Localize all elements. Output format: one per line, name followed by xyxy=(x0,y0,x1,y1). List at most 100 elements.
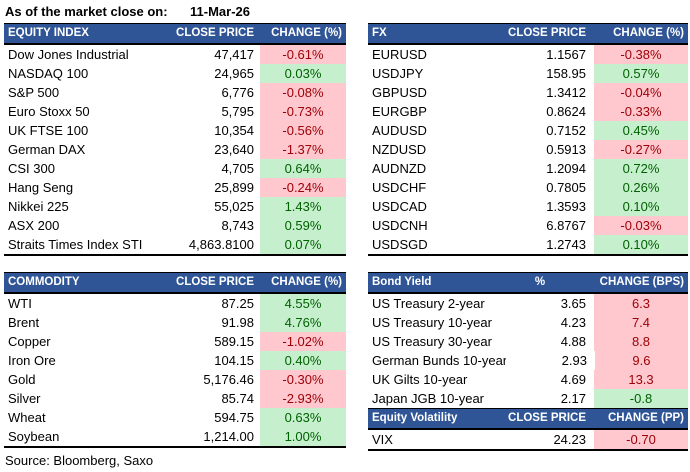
bond-volatility-stack: Bond Yield% CHANGE (BPS) US Treasury 2-yea… xyxy=(368,272,688,451)
col-header-change: CHANGE (PP) xyxy=(607,412,684,424)
close-price: 25,899 xyxy=(214,180,254,195)
instrument-name: US Treasury 2-year xyxy=(372,296,485,311)
col-header-change: CHANGE (BPS) xyxy=(599,276,684,288)
change-value: -0.03% xyxy=(594,216,688,235)
change-value: -0.08% xyxy=(260,83,346,102)
change-value: 0.59% xyxy=(260,216,346,235)
table-row: NASDAQ 100 24,965 0.03% xyxy=(4,64,346,83)
change-value: 1.00% xyxy=(260,427,346,446)
close-price: 0.7805 xyxy=(546,180,586,195)
change-value: 9.6 xyxy=(594,351,688,370)
table-row: CSI 300 4,705 0.64% xyxy=(4,159,346,178)
instrument-name: USDCNH xyxy=(372,218,428,233)
table-row: Copper 589.15 -1.02% xyxy=(4,332,346,351)
table-row: USDCNH 6.8767 -0.03% xyxy=(368,216,688,235)
close-price: 5,176.46 xyxy=(203,372,254,387)
change-value: -1.02% xyxy=(260,332,346,351)
instrument-name: Gold xyxy=(8,372,36,387)
change-value: -0.56% xyxy=(260,121,346,140)
instrument-name: UK FTSE 100 xyxy=(8,123,89,138)
table-header-row: Equity Volatility CLOSE PRICE CHANGE (PP) xyxy=(368,408,688,430)
table-row: Hang Seng 25,899 -0.24% xyxy=(4,178,346,197)
instrument-name: Dow Jones Industrial xyxy=(8,47,129,62)
table-row: US Treasury 2-year 3.65 6.3 xyxy=(368,294,688,313)
table-row: German Bunds 10-year 2.93 9.6 xyxy=(368,351,688,370)
equity-index-table: EQUITY INDEX CLOSE PRICE CHANGE (%) Dow Jon… xyxy=(4,23,346,256)
close-price: 1.3593 xyxy=(546,199,586,214)
table-row: Japan JGB 10-year 2.17 -0.8 xyxy=(368,389,688,408)
close-price: 6.8767 xyxy=(546,218,586,233)
close-price: 1.2094 xyxy=(546,161,586,176)
col-header-change: CHANGE (%) xyxy=(613,27,684,39)
change-value: 0.72% xyxy=(594,159,688,178)
close-price: 3.65 xyxy=(560,296,586,311)
instrument-name: USDSGD xyxy=(372,237,428,252)
change-value: 7.4 xyxy=(594,313,688,332)
instrument-name: Nikkei 225 xyxy=(8,199,69,214)
change-value: 1.43% xyxy=(260,197,346,216)
table-row: EURGBP 0.8624 -0.33% xyxy=(368,102,688,121)
instrument-name: GBPUSD xyxy=(372,85,427,100)
change-value: -0.70 xyxy=(594,430,688,449)
close-price: 158.95 xyxy=(546,66,586,81)
instrument-name: CSI 300 xyxy=(8,161,55,176)
bond-yield-table: Bond Yield% CHANGE (BPS) US Treasury 2-yea… xyxy=(368,272,688,408)
close-price: 87.25 xyxy=(221,296,254,311)
instrument-name: ASX 200 xyxy=(8,218,60,233)
change-value: -0.61% xyxy=(260,45,346,64)
table-row: Nikkei 225 55,025 1.43% xyxy=(4,197,346,216)
table-row: USDCHF 0.7805 0.26% xyxy=(368,178,688,197)
col-header-name: FX xyxy=(372,27,387,39)
instrument-name: USDCAD xyxy=(372,199,427,214)
col-header-name: Bond Yield xyxy=(372,276,432,288)
change-value: 0.45% xyxy=(594,121,688,140)
instrument-name: German DAX xyxy=(8,142,86,157)
close-price: 1.3412 xyxy=(546,85,586,100)
table-row: US Treasury 10-year 4.23 7.4 xyxy=(368,313,688,332)
col-header-price: CLOSE PRICE xyxy=(508,27,586,39)
instrument-name: Soybean xyxy=(8,429,60,444)
change-value: -2.93% xyxy=(260,389,346,408)
fx-table: FX CLOSE PRICE CHANGE (%) EURUSD 1.1567 -0.38… xyxy=(368,23,688,256)
table-header-row: Bond Yield% CHANGE (BPS) xyxy=(368,272,688,294)
instrument-name: German Bunds 10-year xyxy=(372,353,506,368)
change-value: 13.3 xyxy=(594,370,688,389)
close-price: 589.15 xyxy=(214,334,254,349)
close-price: 55,025 xyxy=(214,199,254,214)
instrument-name: Silver xyxy=(8,391,41,406)
table-row: NZDUSD 0.5913 -0.27% xyxy=(368,140,688,159)
change-value: 0.64% xyxy=(260,159,346,178)
change-value: -0.27% xyxy=(594,140,688,159)
table-row: AUDNZD 1.2094 0.72% xyxy=(368,159,688,178)
instrument-name: USDCHF xyxy=(372,180,427,195)
table-row: ASX 200 8,743 0.59% xyxy=(4,216,346,235)
table-header-row: COMMODITY CLOSE PRICE CHANGE (%) xyxy=(4,272,346,294)
table-row: Soybean 1,214.00 1.00% xyxy=(4,427,346,446)
change-value: 0.03% xyxy=(260,64,346,83)
change-value: -0.30% xyxy=(260,370,346,389)
table-row: USDJPY 158.95 0.57% xyxy=(368,64,688,83)
commodity-table: COMMODITY CLOSE PRICE CHANGE (%) WTI 87.25 4.… xyxy=(4,272,346,448)
table-row: Iron Ore 104.15 0.40% xyxy=(4,351,346,370)
table-row: USDSGD 1.2743 0.10% xyxy=(368,235,688,254)
instrument-name: EURUSD xyxy=(372,47,427,62)
instrument-name: Japan JGB 10-year xyxy=(372,391,485,406)
close-price: 1.2743 xyxy=(546,237,586,252)
close-price: 0.7152 xyxy=(546,123,586,138)
close-price: 5,795 xyxy=(221,104,254,119)
change-value: 0.10% xyxy=(594,235,688,254)
col-header-change: CHANGE (%) xyxy=(271,27,342,39)
close-price: 85.74 xyxy=(221,391,254,406)
change-value: 4.55% xyxy=(260,294,346,313)
change-value: 0.63% xyxy=(260,408,346,427)
table-row: USDCAD 1.3593 0.10% xyxy=(368,197,688,216)
col-header-name: Equity Volatility xyxy=(372,412,458,424)
table-row: AUDUSD 0.7152 0.45% xyxy=(368,121,688,140)
change-value: -1.37% xyxy=(260,140,346,159)
table-row: German DAX 23,640 -1.37% xyxy=(4,140,346,159)
instrument-name: EURGBP xyxy=(372,104,427,119)
instrument-name: Copper xyxy=(8,334,51,349)
table-row: UK FTSE 100 10,354 -0.56% xyxy=(4,121,346,140)
instrument-name: Iron Ore xyxy=(8,353,56,368)
instrument-name: Straits Times Index STI xyxy=(8,237,143,252)
